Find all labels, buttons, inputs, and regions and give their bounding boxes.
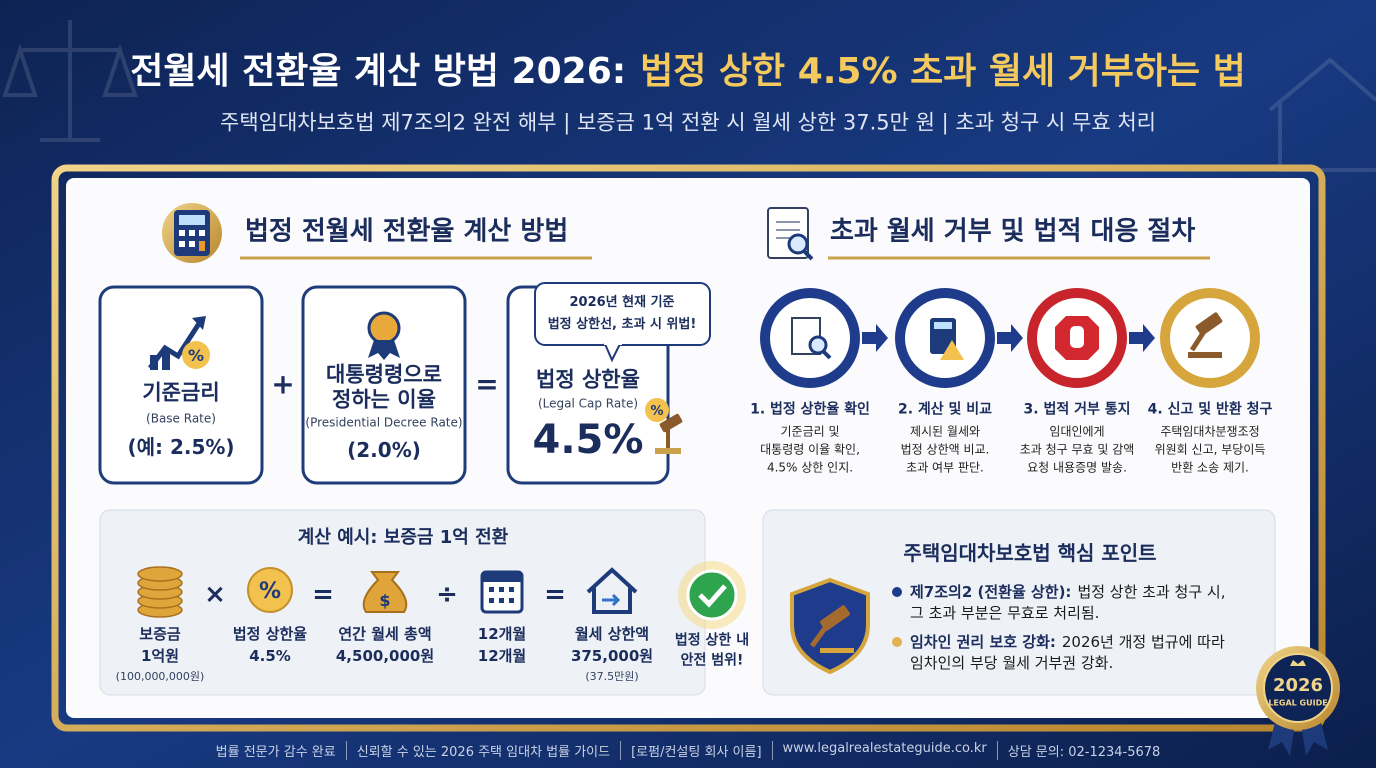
step-text: 제시된 월세와 (909, 424, 981, 439)
card-value: (예: 2.5%) (127, 435, 235, 459)
step-text: 초과 청구 무효 및 감액 (1019, 442, 1135, 457)
card-value: (2.0%) (347, 438, 421, 462)
card-subtitle: (Presidential Decree Rate) (305, 415, 463, 430)
key-points-title: 주택임대차보호법 핵심 포인트 (903, 541, 1157, 565)
step-text: 4.5% 상한 인지. (766, 460, 854, 475)
step-text: 기준금리 및 (780, 424, 840, 439)
footer-item: 상담 문의: 02-1234-5678 (996, 741, 1171, 760)
step-text: 주택임대차분쟁조정 (1160, 424, 1260, 439)
result-text: 안전 범위! (680, 652, 744, 669)
operator: = (475, 367, 499, 401)
card-value: 4.5% (532, 417, 644, 463)
key-point: 제7조의2 (전환율 상한): 법정 상한 초과 청구 시, (910, 584, 1225, 601)
example-value: 1억원 (140, 646, 180, 665)
badge-label: LEGAL GUIDE (1268, 698, 1328, 708)
operator: + (271, 367, 295, 401)
key-point-text: 그 초과 부분은 무효로 처리됨. (910, 603, 1100, 622)
svg-text:$: $ (379, 591, 390, 610)
step-text: 요청 내용증명 발송. (1027, 460, 1127, 475)
key-point-text: 법정 상한 초과 청구 시, (1077, 582, 1226, 601)
key-point-text: 임차인의 부당 월세 거부권 강화. (910, 653, 1114, 672)
svg-text:%: % (188, 346, 204, 365)
title-highlight: 법정 상한 4.5% 초과 월세 거부하는 법 (640, 51, 1246, 93)
footer-item: www.legalrealestateguide.co.kr (771, 741, 997, 760)
operator: = (312, 579, 334, 610)
operator: × (204, 579, 226, 610)
example-value: 4,500,000원 (335, 646, 435, 665)
callout-text: 2026년 현재 기준 (569, 294, 675, 310)
step-text: 반환 소송 제기. (1171, 460, 1249, 475)
step-title: 2. 계산 및 비교 (897, 401, 993, 418)
step-title: 1. 법정 상한율 확인 (750, 401, 870, 418)
key-point-label: 제7조의2 (전환율 상한): (910, 582, 1072, 601)
result-text: 법정 상한 내 (674, 632, 750, 649)
example-label: 12개월 (477, 624, 527, 643)
step-text: 대통령령 이율 확인, (760, 442, 860, 457)
example-value: 4.5% (249, 646, 291, 665)
svg-text:%: % (259, 579, 281, 604)
step-text: 위원회 신고, 부당이득 (1154, 442, 1266, 457)
step-text: 초과 여부 판단. (906, 460, 984, 475)
step-text: 법정 상한액 비교. (900, 442, 990, 457)
footer-item: 신뢰할 수 있는 2026 주택 임대차 법률 가이드 (345, 741, 620, 760)
card-title: 대통령령으로 (326, 362, 442, 387)
key-point-text: 2026년 개정 법규에 따라 (1061, 632, 1225, 651)
example-value: 12개월 (477, 646, 527, 665)
footer-item: [로펌/컨설팅 회사 이름] (620, 741, 771, 760)
footer-item: 법률 전문가 감수 완료 (215, 745, 336, 760)
key-point: 임차인 권리 보호 강화: 2026년 개정 법규에 따라 (910, 634, 1225, 651)
title-lead: 전월세 전환율 계산 방법 2026: (130, 51, 627, 93)
example-title: 계산 예시: 보증금 1억 전환 (297, 527, 509, 549)
example-label: 연간 월세 총액 (338, 624, 432, 643)
footer: 법률 전문가 감수 완료 신뢰할 수 있는 2026 주택 임대차 법률 가이드[… (0, 741, 1376, 760)
example-label: 법정 상한율 (232, 624, 308, 643)
operator: = (544, 579, 566, 610)
key-point-label: 임차인 권리 보호 강화: (910, 632, 1056, 651)
svg-text:%: % (650, 404, 663, 419)
section-heading: 초과 월세 거부 및 법적 대응 절차 (830, 216, 1196, 247)
badge-year: 2026 (1272, 675, 1324, 697)
example-value: 375,000원 (570, 646, 654, 665)
example-note: (100,000,000원) (115, 669, 205, 683)
card-subtitle: (Legal Cap Rate) (537, 396, 639, 411)
step-title: 3. 법적 거부 통지 (1023, 401, 1131, 418)
card-title: 기준금리 (142, 380, 220, 405)
card-title: 법정 상한율 (536, 367, 640, 392)
example-label: 월세 상한액 (574, 624, 650, 643)
card-title: 정하는 이율 (332, 387, 436, 412)
operator: ÷ (436, 579, 458, 610)
callout-text: 법정 상한선, 초과 시 위법! (547, 316, 697, 332)
title: 전월세 전환율 계산 방법 2026: 법정 상한 4.5% 초과 월세 거부하는… (130, 52, 1246, 92)
step-title: 4. 신고 및 반환 청구 (1147, 401, 1273, 418)
card-subtitle: (Base Rate) (146, 411, 216, 426)
section-heading: 법정 전월세 전환율 계산 방법 (245, 216, 569, 247)
step-text: 임대인에게 (1049, 424, 1105, 439)
subtitle: 주택임대차보호법 제7조의2 완전 해부 | 보증금 1억 전환 시 월세 상한… (220, 110, 1156, 135)
example-note: (37.5만원) (585, 669, 639, 683)
example-label: 보증금 (139, 624, 181, 643)
